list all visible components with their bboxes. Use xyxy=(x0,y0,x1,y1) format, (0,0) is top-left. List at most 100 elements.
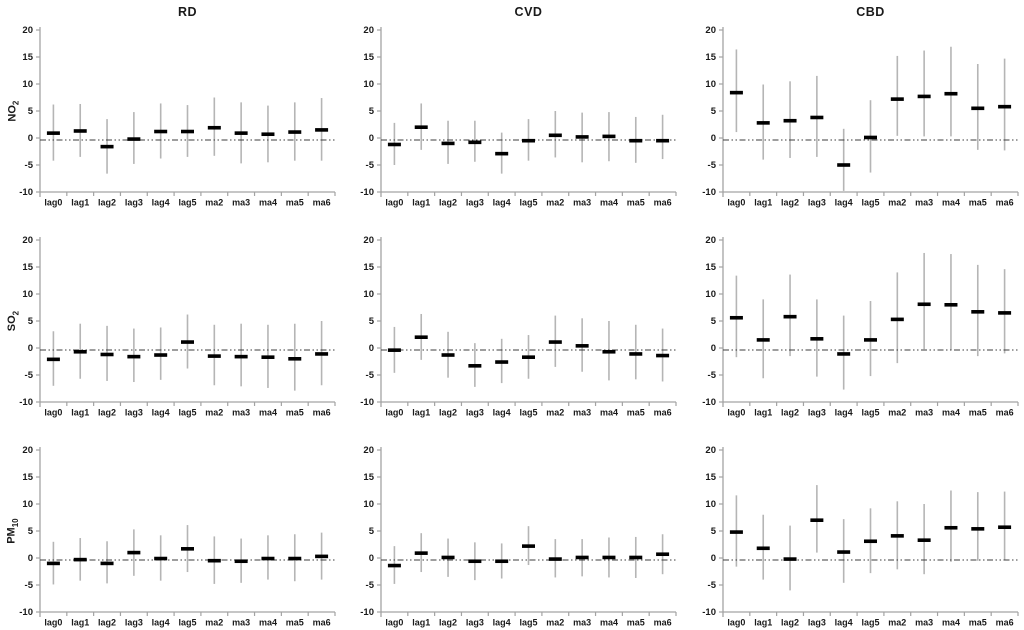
y-tick-label: 5 xyxy=(711,106,717,117)
x-category-label: lag0 xyxy=(385,408,403,418)
point-marker-ma6 xyxy=(656,353,670,358)
x-category-label: ma2 xyxy=(546,198,564,208)
x-category-label: ma3 xyxy=(232,408,250,418)
y-tick-label: 20 xyxy=(22,25,33,36)
point-marker-lag2 xyxy=(783,314,797,319)
y-tick-label: 0 xyxy=(28,553,33,564)
x-category-label: ma4 xyxy=(259,618,277,628)
point-marker-lag4 xyxy=(837,163,851,167)
x-category-label: lag5 xyxy=(519,198,537,208)
x-category-label: ma4 xyxy=(600,618,618,628)
x-category-label: ma4 xyxy=(600,198,618,208)
y-tick-label: 5 xyxy=(369,106,375,117)
y-tick-label: -5 xyxy=(25,580,34,591)
x-category-label: lag2 xyxy=(439,408,457,418)
y-tick-label: 5 xyxy=(28,526,34,537)
x-category-label: lag5 xyxy=(861,408,879,418)
point-marker-ma2 xyxy=(548,340,562,344)
x-category-label: ma6 xyxy=(313,198,331,208)
x-category-label: ma3 xyxy=(573,198,591,208)
y-tick-label: 15 xyxy=(705,262,716,273)
chart-rd-so2: 20 15 10 5 0 -5 -10 lag0 lag1 lag2 lag3 lag4 lag5 ma2… xyxy=(19,235,337,418)
x-category-label: ma2 xyxy=(205,198,223,208)
point-marker-lag3 xyxy=(810,337,824,341)
point-marker-lag0 xyxy=(387,348,401,352)
point-marker-ma6 xyxy=(315,352,329,356)
x-category-label: ma4 xyxy=(942,198,960,208)
x-category-label: lag0 xyxy=(385,618,403,628)
point-marker-lag5 xyxy=(522,355,535,359)
x-category-label: lag5 xyxy=(519,618,537,628)
y-tick-label: 10 xyxy=(22,289,33,300)
y-tick-label: -10 xyxy=(360,607,374,618)
y-tick-label: -5 xyxy=(708,370,717,381)
x-category-label: lag4 xyxy=(835,618,853,628)
y-tick-label: 0 xyxy=(711,133,716,144)
panel-cbd-so2: 20 15 10 5 0 -5 -10 lag0 lag1 lag2 lag3 lag4 lag5 ma2… xyxy=(683,210,1024,420)
point-marker-ma2 xyxy=(207,354,221,358)
x-category-label: ma5 xyxy=(627,618,645,628)
panel-cvd-so2: 20 15 10 5 0 -5 -10 lag0 lag1 lag2 lag3 lag4 lag5 ma2… xyxy=(341,210,682,420)
y-tick-label: 15 xyxy=(363,262,374,273)
point-marker-ma5 xyxy=(288,556,302,561)
point-marker-ma3 xyxy=(575,344,589,348)
chart-rd-pm10: 20 15 10 5 0 -5 -10 lag0 lag1 lag2 lag3 lag4 lag5 ma2… xyxy=(19,445,337,628)
x-category-label: ma2 xyxy=(888,198,906,208)
point-marker-lag3 xyxy=(127,354,141,359)
x-category-label: lag4 xyxy=(152,408,170,418)
x-category-label: lag1 xyxy=(754,198,772,208)
x-category-label: ma2 xyxy=(205,618,223,628)
point-marker-lag4 xyxy=(495,151,509,156)
x-category-label: lag2 xyxy=(781,618,799,628)
y-tick-label: 20 xyxy=(22,235,33,246)
point-marker-lag5 xyxy=(181,547,194,551)
y-tick-label: 20 xyxy=(705,25,716,36)
point-marker-lag5 xyxy=(864,135,877,140)
y-tick-label: 15 xyxy=(363,472,374,483)
point-marker-lag4 xyxy=(154,129,168,134)
y-tick-label: 20 xyxy=(705,445,716,456)
point-marker-lag5 xyxy=(522,138,535,143)
point-marker-ma4 xyxy=(944,525,958,530)
point-marker-ma4 xyxy=(602,349,616,354)
point-marker-ma5 xyxy=(971,310,985,314)
x-category-label: ma3 xyxy=(232,198,250,208)
x-category-label: ma4 xyxy=(942,408,960,418)
point-marker-lag0 xyxy=(729,90,743,95)
point-marker-ma2 xyxy=(207,558,221,563)
point-marker-lag2 xyxy=(100,144,114,149)
point-marker-ma2 xyxy=(548,557,562,561)
x-category-label: ma6 xyxy=(996,198,1014,208)
y-tick-label: -5 xyxy=(25,160,34,171)
x-category-label: lag1 xyxy=(754,408,772,418)
point-marker-ma5 xyxy=(629,138,643,143)
point-marker-ma3 xyxy=(234,559,248,564)
x-category-label: lag1 xyxy=(412,408,430,418)
x-category-label: lag1 xyxy=(412,618,430,628)
panel-rd-so2: 20 15 10 5 0 -5 -10 lag0 lag1 lag2 lag3 lag4 lag5 ma2… xyxy=(0,210,341,420)
x-category-label: ma2 xyxy=(546,618,564,628)
x-category-label: lag4 xyxy=(493,618,511,628)
point-marker-lag3 xyxy=(810,518,824,522)
x-category-label: lag1 xyxy=(412,198,430,208)
point-marker-ma5 xyxy=(288,130,302,134)
x-category-label: lag3 xyxy=(466,408,484,418)
chart-cbd-pm10: 20 15 10 5 0 -5 -10 lag0 lag1 lag2 lag3 lag4 lag5 ma2… xyxy=(702,445,1020,628)
x-category-label: ma5 xyxy=(969,408,987,418)
point-marker-lag1 xyxy=(414,335,428,339)
x-category-label: lag3 xyxy=(466,618,484,628)
x-category-label: lag2 xyxy=(439,618,457,628)
point-marker-lag4 xyxy=(837,352,851,356)
y-tick-label: 5 xyxy=(711,526,717,537)
point-marker-ma3 xyxy=(234,354,248,359)
y-tick-label: 10 xyxy=(705,79,716,90)
x-category-label: ma3 xyxy=(915,618,933,628)
point-marker-lag1 xyxy=(756,338,770,342)
point-marker-ma6 xyxy=(315,554,329,559)
point-marker-ma5 xyxy=(629,555,643,560)
x-category-label: ma2 xyxy=(546,408,564,418)
x-category-label: lag4 xyxy=(493,408,511,418)
x-category-label: ma3 xyxy=(232,618,250,628)
x-category-label: lag2 xyxy=(781,408,799,418)
point-marker-lag5 xyxy=(864,539,877,544)
